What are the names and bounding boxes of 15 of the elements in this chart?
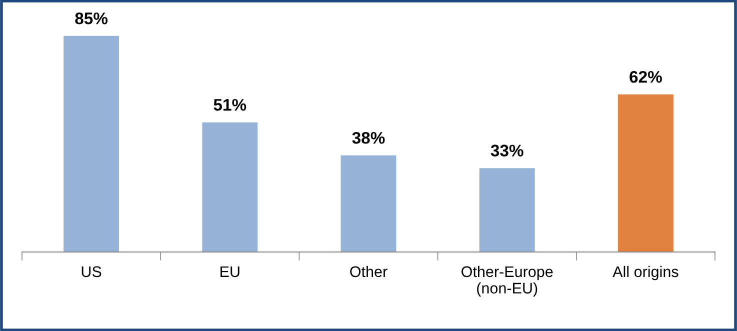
bar bbox=[64, 36, 120, 252]
data-label: 62% bbox=[630, 70, 662, 83]
x-tick-label: EU bbox=[220, 266, 240, 278]
data-label: 51% bbox=[214, 98, 246, 111]
data-label: 85% bbox=[75, 12, 108, 24]
x-tick-label: All origins bbox=[612, 266, 678, 280]
bar bbox=[479, 168, 535, 252]
data-label: 38% bbox=[352, 132, 385, 144]
x-tick-label: Other-Europe (non-EU) bbox=[462, 266, 553, 297]
bar bbox=[618, 94, 674, 252]
x-tick-label: Other bbox=[350, 266, 388, 278]
bar bbox=[202, 122, 258, 252]
x-tick-label: US bbox=[82, 266, 102, 278]
bar bbox=[340, 155, 396, 252]
data-label: 33% bbox=[490, 144, 524, 157]
